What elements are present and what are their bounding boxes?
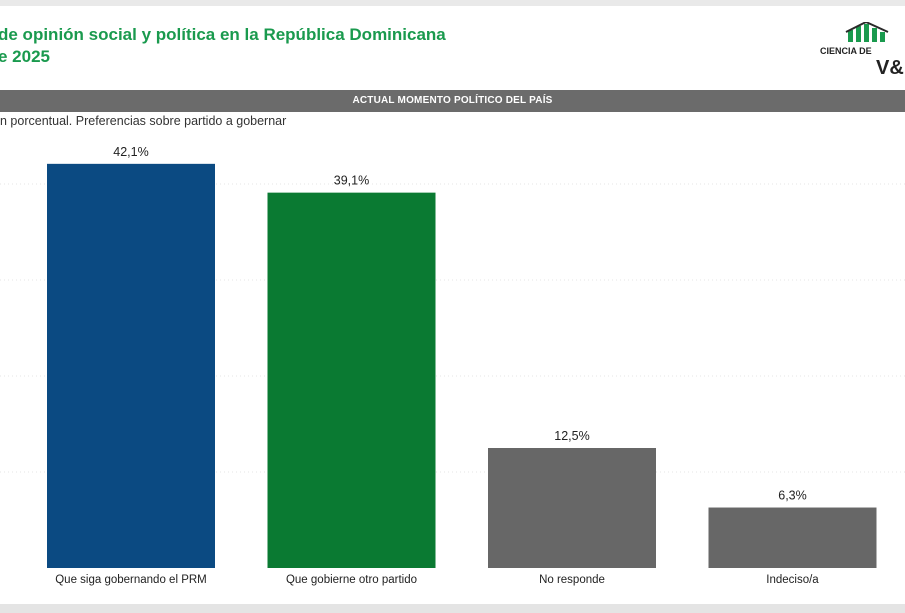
company-logo: CIENCIA DE V& — [820, 22, 904, 78]
category-label: No responde — [539, 574, 605, 586]
section-band: ACTUAL MOMENTO POLÍTICO DEL PAÍS — [0, 90, 905, 112]
bar-value-label: 42,1% — [113, 145, 148, 159]
bottom-strip — [0, 604, 905, 613]
bar-value-label: 39,1% — [334, 174, 369, 188]
bar — [488, 448, 656, 568]
bar-value-label: 12,5% — [554, 429, 589, 443]
chart-category-labels: Que siga gobernando el PRM Que gobierne o… — [55, 574, 819, 586]
chart-gridlines — [0, 183, 905, 473]
bar-value-label: 6,3% — [778, 489, 807, 503]
category-label: Que gobierne otro partido — [286, 574, 417, 586]
category-label: Indeciso/a — [766, 574, 819, 586]
bar — [47, 163, 215, 568]
report-title-line1: de opinión social y política en la Repúb… — [0, 25, 446, 44]
logo-text-top: CIENCIA DE — [820, 46, 872, 56]
chart-bars — [47, 163, 877, 568]
bar — [267, 192, 436, 568]
chart-value-labels: 42,1% 39,1% 12,5% 6,3% — [113, 145, 806, 503]
report-title-line2: e 2025 — [0, 47, 50, 66]
report-title: de opinión social y política en la Repúb… — [0, 24, 446, 68]
bar — [708, 507, 877, 568]
category-label: Que siga gobernando el PRM — [55, 574, 207, 586]
logo-text-bottom: V& — [876, 57, 904, 78]
chart-subtitle: n porcentual. Preferencias sobre partido… — [0, 114, 287, 128]
